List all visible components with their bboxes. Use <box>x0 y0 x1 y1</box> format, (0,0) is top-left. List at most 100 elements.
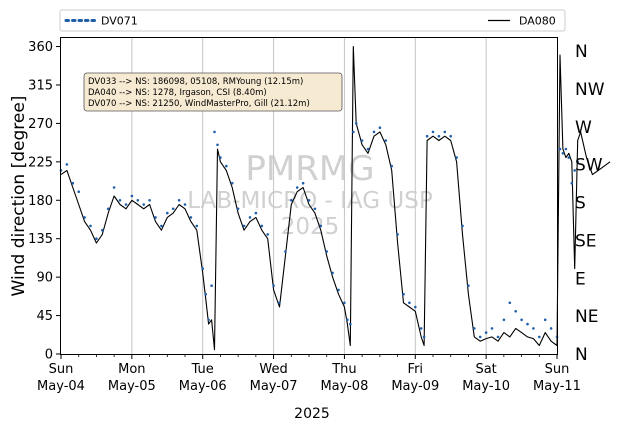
data-point-dv071 <box>538 335 541 339</box>
series-da080 <box>60 45 611 351</box>
data-point-dv071 <box>514 310 517 313</box>
x-tick-label-date: May-08 <box>320 379 368 394</box>
data-point-dv071 <box>160 224 163 228</box>
x-tick-label-day: Sun <box>545 362 570 377</box>
data-point-dv071 <box>558 147 562 151</box>
data-point-dv071 <box>543 318 547 322</box>
data-point-dv071 <box>561 152 565 155</box>
data-point-dv071 <box>354 122 358 125</box>
watermark-title: PMRMG <box>245 149 374 189</box>
data-point-dv071 <box>508 301 512 305</box>
x-tick-label-day: Sun <box>49 362 74 377</box>
compass-label: E <box>575 269 586 289</box>
data-point-dv071 <box>520 318 523 322</box>
data-point-dv071 <box>183 203 187 206</box>
data-point-dv071 <box>408 301 411 305</box>
y-axis: 0 45 90 135 180 225 270 315 360 <box>28 40 61 363</box>
x-tick-label-day: Mon <box>118 362 145 377</box>
legend: DV071 DA080 <box>59 9 566 32</box>
x-tick-label-day: Tue <box>191 362 214 377</box>
x-tick-label-date: May-05 <box>108 379 156 394</box>
data-point-dv071 <box>422 335 426 339</box>
data-point-dv071 <box>419 327 423 330</box>
data-point-dv071 <box>225 164 228 168</box>
station-info-frame <box>83 72 343 112</box>
data-point-dv071 <box>473 327 476 330</box>
x-axis: Sun May-04 Mon May-05 Tue May-06 Wed May-07 Thu M… <box>37 354 581 394</box>
data-point-dv071 <box>166 211 169 215</box>
data-point-dv071 <box>372 130 376 134</box>
data-point-dv071 <box>352 130 355 134</box>
data-point-dv071 <box>148 199 151 202</box>
data-point-dv071 <box>467 284 470 288</box>
data-point-dv071 <box>526 322 529 326</box>
data-point-dv071 <box>325 250 329 253</box>
data-point-dv071 <box>449 134 453 138</box>
data-point-dv071 <box>204 292 207 296</box>
data-point-dv071 <box>502 318 506 322</box>
data-point-dv071 <box>124 203 128 206</box>
x-tick-label-day: Thu <box>331 362 356 377</box>
data-point-dv071 <box>278 301 281 305</box>
data-point-dv071 <box>378 126 382 129</box>
data-point-dv071 <box>431 130 435 134</box>
data-point-dv071 <box>564 147 568 151</box>
data-point-dv071 <box>89 224 92 228</box>
data-point-dv071 <box>343 301 346 305</box>
legend-entry-dv071: DV071 <box>64 15 138 28</box>
station-info-line-1: DV033 --> NS: 186098, 05108, RMYoung (12… <box>88 77 303 87</box>
data-point-dv071 <box>319 224 323 228</box>
data-point-dv071 <box>210 284 213 288</box>
data-point-dv071 <box>136 199 140 202</box>
x-tick-label-date: May-09 <box>391 379 439 394</box>
compass-label: W <box>575 118 592 138</box>
station-info-line-3: DV070 --> NS: 21250, WindMasterPro, Gill… <box>88 99 310 109</box>
x-tick-label-date: May-04 <box>37 379 85 394</box>
data-point-dv071 <box>331 271 334 275</box>
watermark-year: 2025 <box>281 214 340 240</box>
compass-label: NW <box>575 80 605 100</box>
data-point-dv071 <box>573 169 576 172</box>
data-point-dv071 <box>567 156 571 159</box>
data-point-dv071 <box>346 318 349 322</box>
x-tick-label-day: Fri <box>408 362 424 377</box>
data-point-dv071 <box>290 199 293 202</box>
data-point-dv071 <box>83 216 86 219</box>
legend-entry-da080: DA080 <box>488 15 556 28</box>
x-tick-label-date: May-10 <box>462 379 510 394</box>
data-point-dv071 <box>478 335 482 339</box>
data-point-dv071 <box>248 216 252 219</box>
data-point-dv071 <box>414 305 417 309</box>
data-point-dv071 <box>366 147 370 151</box>
data-point-dv071 <box>484 331 488 334</box>
x-tick-label-date: May-06 <box>179 379 227 394</box>
data-point-dv071 <box>112 186 116 189</box>
data-point-dv071 <box>95 237 98 240</box>
data-point-dv071 <box>455 156 458 159</box>
station-info-line-2: DA040 --> NS: 1278, Irgason, CSI (8.40m) <box>88 88 267 98</box>
data-point-dv071 <box>313 207 317 211</box>
data-point-dv071 <box>570 181 574 185</box>
watermark: PMRMG LAB-MICRO - IAG USP 2025 <box>187 149 433 240</box>
data-point-dv071 <box>496 335 500 339</box>
data-point-dv071 <box>349 322 352 326</box>
data-point-dv071 <box>236 207 240 211</box>
data-point-dv071 <box>177 199 181 202</box>
data-point-dv071 <box>130 194 134 198</box>
x-axis-label: 2025 <box>294 406 330 422</box>
data-point-dv071 <box>337 288 340 292</box>
compass-label: N <box>575 42 588 62</box>
data-point-dv071 <box>142 203 145 206</box>
data-point-dv071 <box>384 139 388 142</box>
data-point-dv071 <box>154 216 157 219</box>
y-tick-label: 0 <box>45 348 53 363</box>
data-point-dv071 <box>425 134 429 138</box>
data-point-dv071 <box>396 233 399 236</box>
series-dv071 <box>59 122 579 339</box>
data-point-dv071 <box>272 284 275 288</box>
data-point-dv071 <box>242 224 246 228</box>
y-tick-label: 360 <box>28 40 53 55</box>
data-point-dv071 <box>576 160 579 164</box>
y-tick-label: 315 <box>28 78 53 93</box>
data-point-dv071 <box>216 143 219 147</box>
